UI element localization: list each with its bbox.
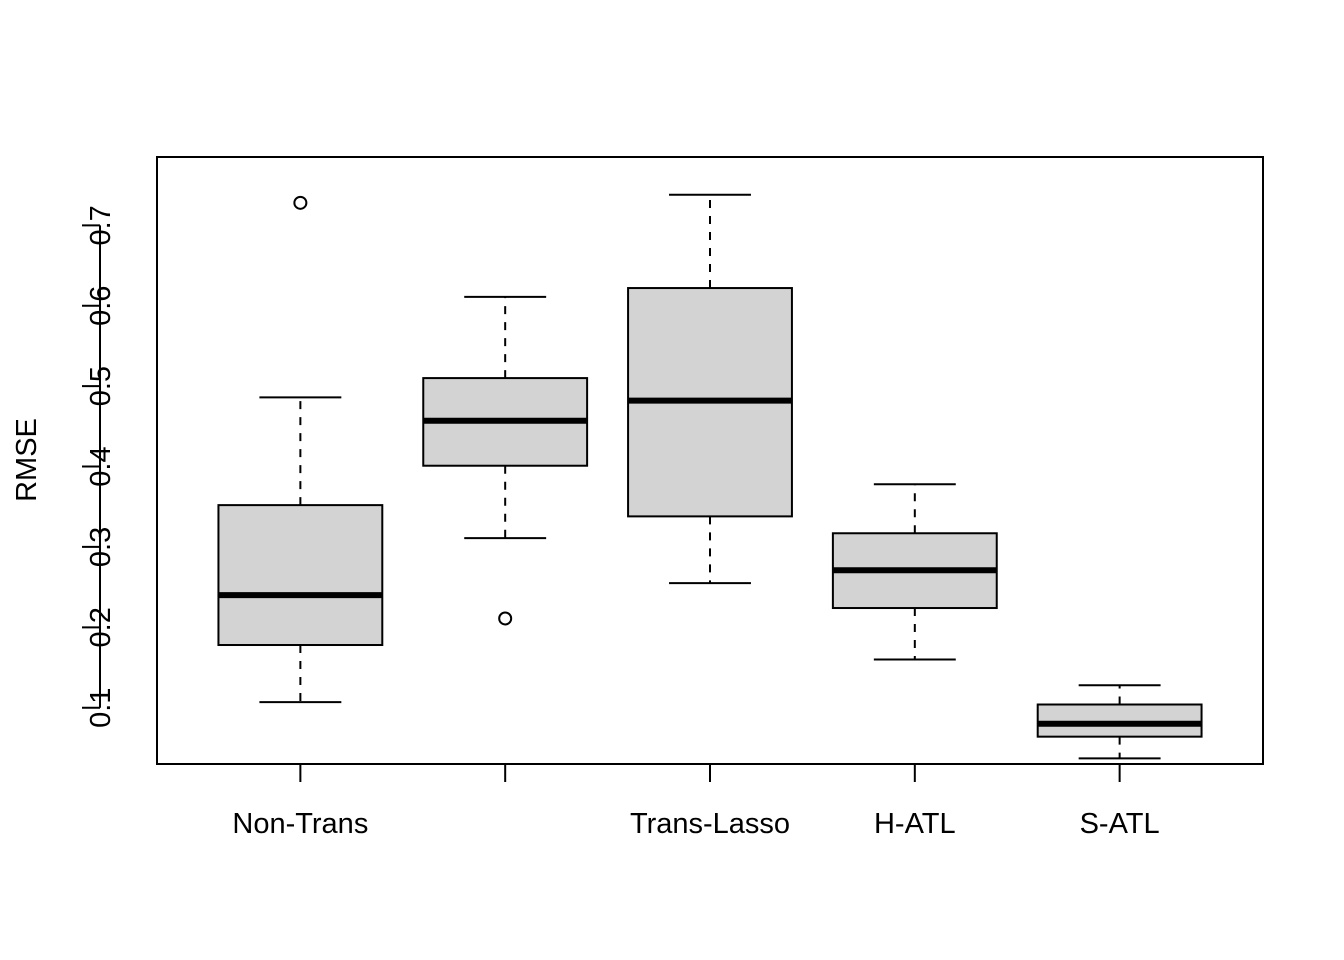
y-axis-title: RMSE bbox=[11, 418, 43, 502]
y-tick-label: 0.6 bbox=[85, 286, 117, 326]
outlier-point bbox=[498, 611, 513, 626]
outlier-point bbox=[293, 195, 308, 210]
y-tick-label: 0.3 bbox=[85, 527, 117, 567]
y-axis: 0.1 0.2 0.3 0.4 0.5 0.6 0.7 bbox=[82, 205, 117, 728]
x-tick-label: Trans-Lasso bbox=[630, 808, 790, 840]
box-group bbox=[831, 483, 998, 661]
box-group bbox=[217, 195, 384, 704]
x-tick-label: H-ATL bbox=[874, 808, 956, 840]
y-tick-label: 0.2 bbox=[85, 607, 117, 647]
y-tick-label: 0.5 bbox=[85, 366, 117, 406]
box-series bbox=[217, 193, 1203, 760]
interquartile-box bbox=[217, 504, 384, 647]
y-tick-label: 0.4 bbox=[85, 446, 117, 486]
x-tick-label: Non-Trans bbox=[232, 808, 368, 840]
y-tick-label: 0.7 bbox=[85, 205, 117, 245]
box-group bbox=[422, 295, 589, 626]
x-tick-label: S-ATL bbox=[1080, 808, 1160, 840]
y-tick-label: 0.1 bbox=[85, 688, 117, 728]
x-axis: Non-Trans Trans-Lasso H-ATL S-ATL bbox=[232, 763, 1160, 840]
box-group bbox=[627, 193, 793, 585]
interquartile-box bbox=[1036, 703, 1203, 738]
box-group bbox=[1036, 684, 1203, 760]
